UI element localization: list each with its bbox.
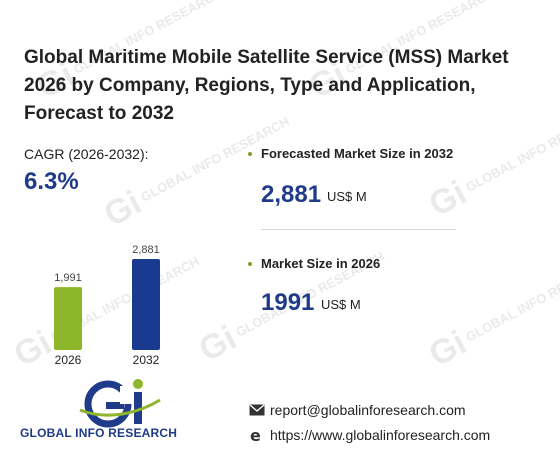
bar-value-label: 1,991 [54,272,82,284]
contact-website[interactable]: e https://www.globalinforesearch.com [248,427,490,443]
bar-2032 [132,259,160,350]
cagr-value: 6.3% [24,168,79,195]
svg-text:e: e [250,427,261,443]
forecast-value: 2,881 [261,181,322,208]
divider [261,229,456,230]
category-label: 2032 [133,353,160,367]
forecast-unit: US$ M [327,189,367,204]
bar-2026 [54,287,82,350]
website-text[interactable]: https://www.globalinforesearch.com [270,427,491,443]
market-size-value: 1991 [261,289,315,316]
logo-text: GLOBAL INFO RESEARCH [20,426,178,440]
envelope-icon [248,402,266,418]
bullet-icon [248,152,252,156]
page-title: Global Maritime Mobile Satellite Service… [24,47,509,124]
bar-value-label: 2,881 [132,244,160,256]
globe-icon: e [248,427,266,443]
bullet-icon [248,262,252,266]
forecast-label: Forecasted Market Size in 2032 [261,146,454,161]
market-size-unit: US$ M [321,297,361,312]
logo-mark-icon [79,379,161,428]
cagr-label: CAGR (2026-2032): [24,146,149,162]
category-label: 2026 [55,353,82,367]
market-size-label: Market Size in 2026 [261,256,381,271]
contact-email[interactable]: report@globalinforesearch.com [248,402,466,418]
email-text[interactable]: report@globalinforesearch.com [270,402,466,418]
